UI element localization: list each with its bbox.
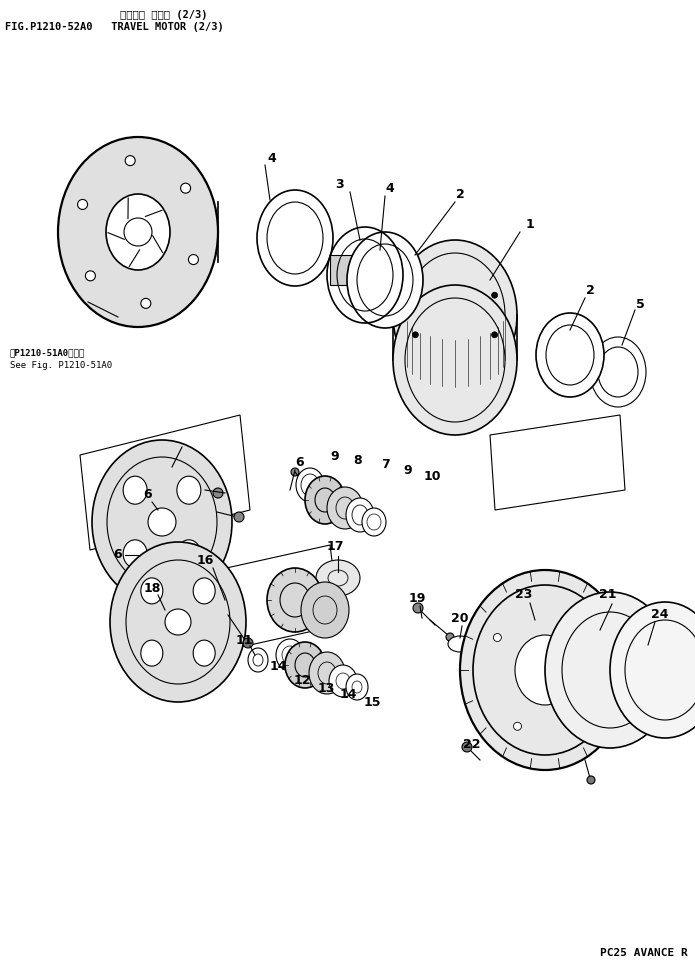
Circle shape	[462, 742, 472, 752]
Text: 6: 6	[144, 488, 152, 502]
Ellipse shape	[193, 578, 215, 604]
Circle shape	[446, 633, 454, 641]
Text: 11: 11	[235, 633, 253, 647]
Ellipse shape	[316, 560, 360, 596]
Circle shape	[234, 512, 244, 522]
Circle shape	[165, 609, 191, 635]
Ellipse shape	[545, 592, 675, 748]
Circle shape	[587, 776, 595, 784]
Ellipse shape	[177, 540, 201, 568]
Text: 14: 14	[339, 687, 357, 701]
Circle shape	[125, 156, 135, 165]
Circle shape	[243, 638, 253, 648]
Ellipse shape	[305, 476, 345, 524]
Text: 9: 9	[331, 450, 339, 462]
Circle shape	[412, 292, 418, 298]
Ellipse shape	[536, 313, 604, 397]
Ellipse shape	[141, 578, 163, 604]
Ellipse shape	[448, 636, 472, 652]
Ellipse shape	[92, 440, 232, 604]
Circle shape	[181, 184, 190, 193]
Ellipse shape	[346, 674, 368, 700]
Text: 22: 22	[464, 738, 481, 752]
Ellipse shape	[610, 602, 695, 738]
Text: 12: 12	[293, 674, 311, 686]
Circle shape	[412, 332, 418, 338]
Circle shape	[491, 292, 498, 298]
Text: 17: 17	[326, 540, 344, 554]
Circle shape	[491, 332, 498, 338]
Circle shape	[78, 200, 88, 209]
Circle shape	[85, 271, 95, 281]
Circle shape	[589, 699, 596, 706]
Circle shape	[141, 298, 151, 308]
Ellipse shape	[248, 648, 268, 672]
Ellipse shape	[141, 640, 163, 666]
Ellipse shape	[193, 640, 215, 666]
Text: 21: 21	[599, 588, 616, 602]
Text: 1: 1	[525, 218, 534, 232]
Text: 13: 13	[318, 681, 335, 695]
Ellipse shape	[110, 542, 246, 702]
Circle shape	[493, 633, 501, 642]
Text: 9: 9	[404, 463, 412, 477]
Text: 4: 4	[268, 152, 277, 164]
Ellipse shape	[329, 665, 357, 697]
Text: 19: 19	[409, 592, 425, 604]
Circle shape	[148, 508, 176, 536]
Ellipse shape	[123, 477, 147, 505]
Ellipse shape	[276, 639, 304, 671]
Text: 5: 5	[636, 299, 644, 311]
Text: 23: 23	[515, 588, 532, 602]
Ellipse shape	[393, 240, 517, 390]
Text: 16: 16	[196, 554, 213, 566]
Text: 4: 4	[386, 182, 394, 194]
Circle shape	[124, 218, 152, 246]
Text: 3: 3	[336, 179, 344, 191]
Ellipse shape	[460, 570, 630, 770]
Circle shape	[413, 603, 423, 613]
Text: PC25 AVANCE R: PC25 AVANCE R	[600, 948, 688, 958]
Ellipse shape	[347, 232, 423, 328]
Text: 15: 15	[363, 697, 381, 709]
Circle shape	[213, 488, 223, 498]
Ellipse shape	[590, 337, 646, 407]
Text: 2: 2	[456, 188, 464, 202]
Circle shape	[569, 609, 576, 618]
Circle shape	[188, 255, 199, 264]
Ellipse shape	[177, 477, 201, 505]
Ellipse shape	[327, 487, 363, 529]
Ellipse shape	[58, 137, 218, 327]
Text: 10: 10	[423, 470, 441, 482]
Ellipse shape	[296, 468, 324, 502]
Text: 14: 14	[269, 660, 287, 674]
Bar	[330, 255, 368, 285]
Ellipse shape	[393, 285, 517, 435]
Ellipse shape	[106, 194, 170, 270]
Text: 7: 7	[381, 457, 389, 471]
Ellipse shape	[515, 635, 575, 705]
Ellipse shape	[123, 540, 147, 568]
Ellipse shape	[285, 642, 325, 688]
Text: FIG.P1210-52A0   TRAVEL MOTOR (2/3): FIG.P1210-52A0 TRAVEL MOTOR (2/3)	[5, 22, 224, 32]
Ellipse shape	[362, 508, 386, 536]
Text: 20: 20	[451, 611, 468, 625]
Circle shape	[514, 723, 521, 730]
Text: 図P1210-51A0図参照: 図P1210-51A0図参照	[10, 348, 85, 357]
Ellipse shape	[267, 568, 323, 632]
Text: 18: 18	[143, 581, 161, 595]
Text: 2: 2	[586, 283, 594, 297]
Text: ソココス モータ (2/3): ソココス モータ (2/3)	[120, 10, 208, 20]
Text: 6: 6	[114, 549, 122, 561]
Text: 24: 24	[651, 608, 669, 622]
Ellipse shape	[346, 498, 374, 532]
Text: 6: 6	[295, 456, 304, 470]
Ellipse shape	[309, 652, 345, 694]
Text: 8: 8	[354, 454, 362, 466]
Text: See Fig. P1210-51A0: See Fig. P1210-51A0	[10, 361, 112, 370]
Circle shape	[291, 468, 299, 476]
Ellipse shape	[301, 582, 349, 638]
